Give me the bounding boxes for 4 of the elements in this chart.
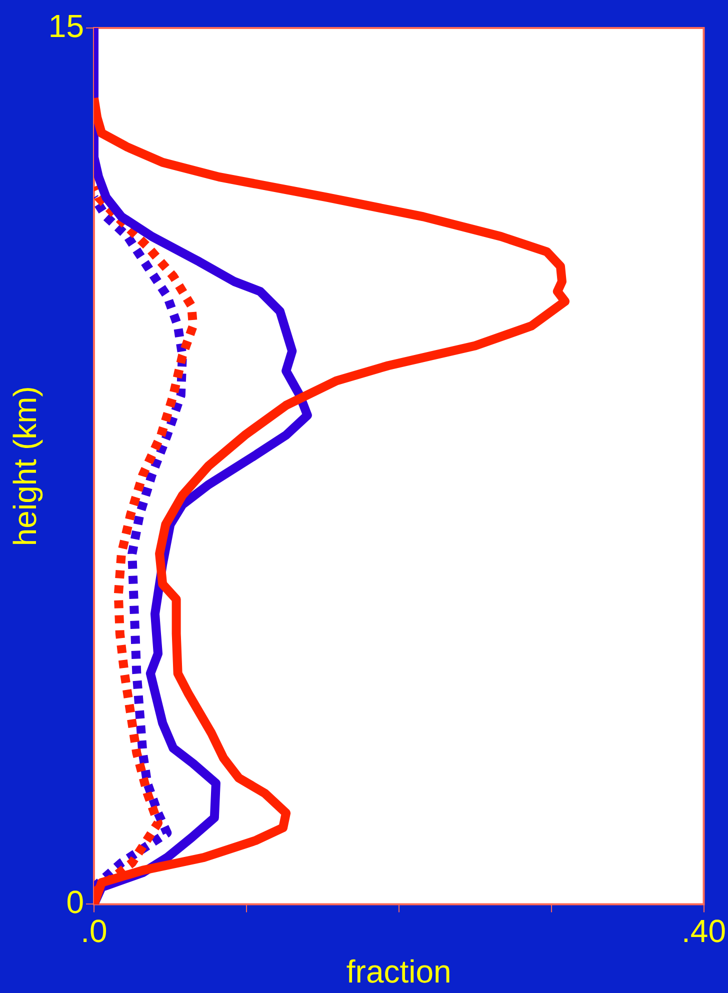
x-axis-title: fraction <box>346 954 452 990</box>
y-axis-title: height (km) <box>7 386 44 546</box>
y-tick-label: 15 <box>48 8 84 44</box>
x-tick-label: .40 <box>682 913 726 950</box>
